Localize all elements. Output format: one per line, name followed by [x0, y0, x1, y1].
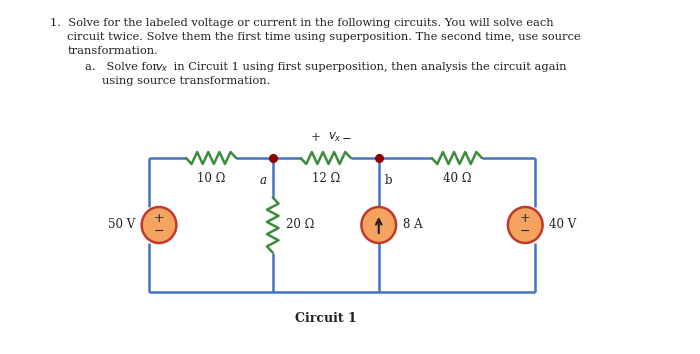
- Text: 10 Ω: 10 Ω: [197, 172, 225, 185]
- Text: $v_x$: $v_x$: [328, 131, 342, 144]
- Text: circuit twice. Solve them the first time using superposition. The second time, u: circuit twice. Solve them the first time…: [67, 32, 581, 42]
- Text: b: b: [384, 174, 392, 187]
- Circle shape: [141, 207, 176, 243]
- Text: 40 Ω: 40 Ω: [442, 172, 471, 185]
- Text: $v_x$: $v_x$: [155, 62, 169, 74]
- Circle shape: [508, 207, 542, 243]
- Circle shape: [361, 207, 396, 243]
- Text: 40 V: 40 V: [550, 218, 577, 232]
- Text: −: −: [520, 224, 531, 238]
- Text: in Circuit 1 using first superposition, then analysis the circuit again: in Circuit 1 using first superposition, …: [169, 62, 566, 72]
- Text: +: +: [520, 212, 531, 225]
- Text: −: −: [342, 131, 352, 144]
- Text: 8 A: 8 A: [402, 218, 423, 232]
- Text: using source transformation.: using source transformation.: [102, 76, 270, 86]
- Text: 20 Ω: 20 Ω: [286, 218, 314, 232]
- Text: +: +: [312, 131, 321, 144]
- Text: 1.  Solve for the labeled voltage or current in the following circuits. You will: 1. Solve for the labeled voltage or curr…: [50, 18, 554, 28]
- Text: Circuit 1: Circuit 1: [295, 312, 356, 325]
- Text: 50 V: 50 V: [108, 218, 135, 232]
- Text: +: +: [154, 212, 164, 225]
- Text: 12 Ω: 12 Ω: [312, 172, 340, 185]
- Text: a.   Solve for: a. Solve for: [85, 62, 162, 72]
- Text: −: −: [154, 224, 164, 238]
- Text: transformation.: transformation.: [67, 46, 158, 56]
- Text: a: a: [260, 174, 267, 187]
